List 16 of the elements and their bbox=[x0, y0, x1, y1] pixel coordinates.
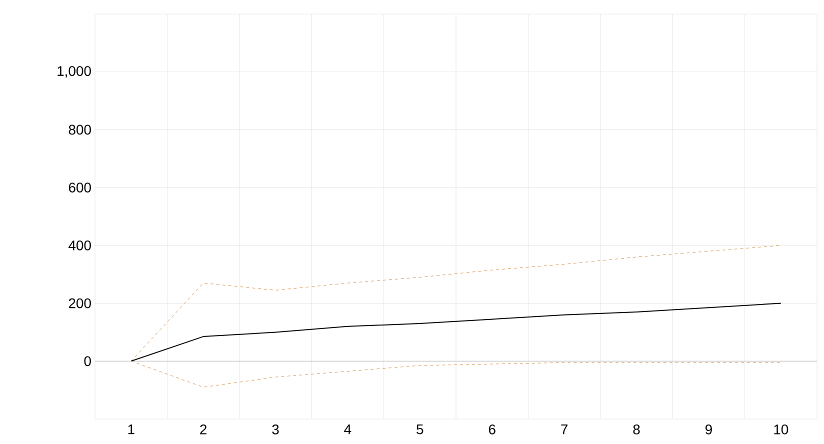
x-tick-label: 6 bbox=[488, 424, 496, 434]
y-tick-label: 200 bbox=[68, 298, 91, 308]
x-tick-label: 8 bbox=[633, 424, 640, 434]
y-tick-label: 600 bbox=[68, 182, 91, 193]
x-tick-label: 3 bbox=[272, 424, 279, 434]
x-tick-label: 5 bbox=[416, 424, 424, 434]
x-tick-label: 4 bbox=[344, 424, 352, 434]
y-tick-label: 400 bbox=[68, 240, 91, 250]
y-tick-label: 0 bbox=[84, 356, 91, 366]
x-tick-label: 2 bbox=[200, 424, 206, 434]
x-tick-label: 7 bbox=[561, 424, 568, 434]
y-tick-label: 1,000 bbox=[58, 66, 91, 78]
y-tick-label: 800 bbox=[68, 124, 91, 135]
x-tick-label: 1 bbox=[128, 424, 134, 434]
x-tick-label: 10 bbox=[774, 424, 788, 434]
x-tick-label: 9 bbox=[705, 424, 712, 434]
